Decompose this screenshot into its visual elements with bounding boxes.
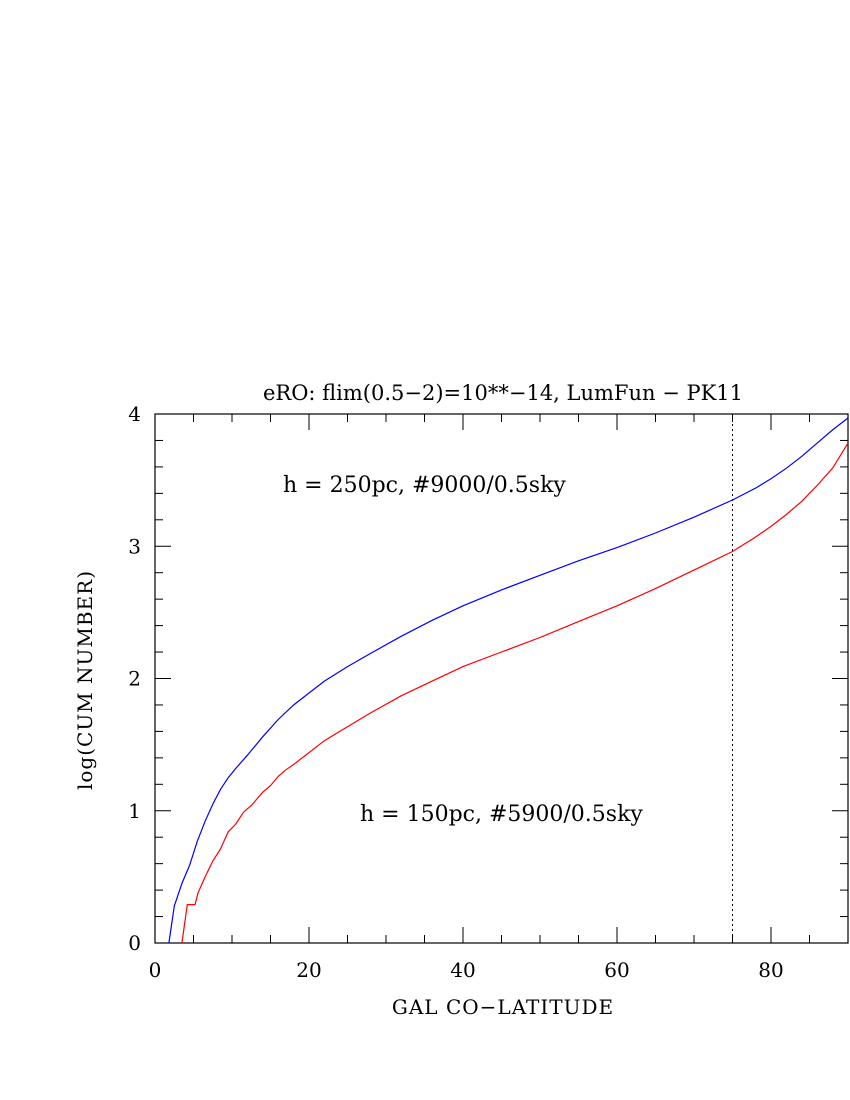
series-line-red	[181, 442, 849, 944]
axis-tick-labels: 0 20 40 60 80 0 1 2 3 4	[128, 402, 783, 982]
x-axis-label: GAL CO−LATITUDE	[392, 995, 614, 1019]
y-tick-label: 0	[128, 931, 141, 955]
x-tick-label: 60	[604, 958, 629, 982]
x-tick-label: 80	[758, 958, 783, 982]
axis-ticks	[154, 413, 849, 944]
x-tick-label: 40	[450, 958, 475, 982]
series-group	[168, 417, 849, 944]
y-tick-label: 2	[128, 667, 141, 691]
annotation-red-series: h = 150pc, #5900/0.5sky	[360, 802, 643, 827]
y-axis-label: log(CUM NUMBER)	[73, 570, 97, 790]
annotation-blue-series: h = 250pc, #9000/0.5sky	[283, 473, 566, 498]
series-line-blue	[168, 417, 849, 944]
y-tick-label: 1	[128, 799, 141, 823]
x-tick-label: 0	[149, 958, 162, 982]
chart-title: eRO: flim(0.5−2)=10**−14, LumFun − PK11	[263, 381, 743, 405]
y-tick-label: 4	[128, 402, 141, 426]
y-tick-label: 3	[128, 534, 141, 558]
x-tick-label: 20	[296, 958, 321, 982]
